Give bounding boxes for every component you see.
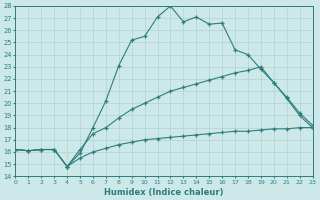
X-axis label: Humidex (Indice chaleur): Humidex (Indice chaleur) (104, 188, 224, 197)
